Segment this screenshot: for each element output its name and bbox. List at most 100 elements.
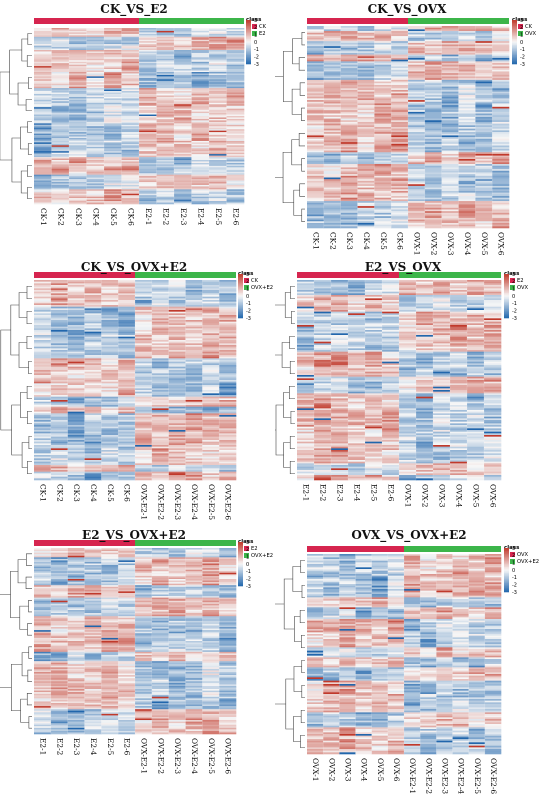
group-bar-segment	[34, 18, 139, 24]
heatmap-cell	[374, 134, 391, 136]
heatmap-cell	[459, 68, 476, 70]
heatmap-cell	[324, 108, 341, 110]
column-label: CK-4	[89, 484, 98, 502]
heatmap-cell	[324, 48, 341, 50]
heatmap-cell	[307, 88, 324, 90]
heatmap-cell	[475, 189, 492, 191]
heatmap-cell	[492, 154, 509, 156]
heatmap-cell	[307, 220, 324, 222]
heatmap-cell	[475, 174, 492, 176]
column-label: CK-2	[56, 208, 65, 226]
heatmap-cell	[475, 33, 492, 35]
heatmap-cell	[324, 33, 341, 35]
dendrogram-branch	[28, 144, 32, 155]
heatmap-cell	[209, 203, 227, 205]
heatmap-cell	[341, 194, 358, 196]
heatmap-cell	[358, 98, 375, 100]
heatmap-cell	[307, 129, 324, 131]
heatmap-cell	[408, 68, 425, 70]
heatmap-cell	[341, 144, 358, 146]
heatmap-cell	[324, 204, 341, 206]
column-label: OVX-4	[463, 232, 472, 256]
heatmap-cell	[459, 73, 476, 75]
heatmap-cell	[374, 119, 391, 121]
heatmap-cell	[459, 154, 476, 156]
heatmap-cell	[459, 189, 476, 191]
heatmap-cell	[34, 203, 52, 205]
heatmap-cell	[341, 83, 358, 85]
column-label: OVX-E2-2	[156, 484, 165, 520]
heatmap-cell	[358, 194, 375, 196]
heatmap-cell	[442, 189, 459, 191]
heatmap-cell	[475, 124, 492, 126]
heatmap-cell	[307, 215, 324, 217]
heatmap-cell	[442, 194, 459, 196]
heatmap-cell	[358, 53, 375, 55]
heatmap-cell	[408, 226, 425, 228]
color-scale-tick: 2	[246, 279, 249, 285]
heatmap-cell	[492, 68, 509, 70]
heatmap-cell	[475, 48, 492, 50]
heatmap-cell	[341, 134, 358, 136]
heatmap-cell	[374, 220, 391, 222]
heatmap-cell	[374, 58, 391, 60]
dendrogram-branch	[27, 386, 32, 399]
group-bar-segment	[408, 18, 509, 24]
heatmap-cell	[442, 114, 459, 116]
heatmap-cell	[307, 209, 324, 211]
heatmap-cell	[492, 129, 509, 131]
heatmap-cell	[492, 159, 509, 161]
heatmap-cell	[492, 98, 509, 100]
dendrogram-branch	[29, 361, 32, 374]
column-label: CK-2	[328, 232, 337, 250]
heatmap-cell	[475, 58, 492, 60]
heatmap-cell	[358, 48, 375, 50]
dendrogram-branch	[20, 127, 28, 149]
color-scale-tick: 0	[254, 40, 257, 46]
heatmap-cell	[307, 124, 324, 126]
column-label: OVX-E2-5	[207, 484, 216, 520]
heatmap-cell	[341, 184, 358, 186]
heatmap-cell	[425, 164, 442, 166]
heatmap-cell	[52, 203, 70, 205]
heatmap-cell	[324, 139, 341, 141]
heatmap-cell	[459, 33, 476, 35]
heatmap-cell	[307, 225, 324, 227]
legend-label: OVX+E2	[251, 285, 273, 291]
heatmap-cell	[408, 43, 425, 45]
heatmap-cell	[324, 134, 341, 136]
heatmap-cell	[374, 53, 391, 55]
heatmap-cell	[408, 98, 425, 100]
heatmap-cell	[492, 33, 509, 35]
heatmap-cell	[391, 154, 408, 156]
heatmap-cell	[307, 103, 324, 105]
heatmap-cell	[324, 226, 341, 228]
heatmap-cell	[425, 98, 442, 100]
heatmap-cell	[492, 124, 509, 126]
heatmap-cell	[492, 134, 509, 136]
heatmap-cell	[358, 78, 375, 80]
heatmap-cell	[442, 226, 459, 228]
heatmap-cell	[101, 478, 118, 480]
heatmap-cell	[475, 53, 492, 55]
dendrogram-branch	[302, 209, 305, 222]
heatmap-cell	[391, 119, 408, 121]
heatmap-cell	[408, 209, 425, 211]
heatmap-cell	[492, 78, 509, 80]
heatmap-cell	[307, 48, 324, 50]
heatmap-cell	[425, 28, 442, 30]
heatmap-cell	[374, 108, 391, 110]
heatmap-cell	[475, 73, 492, 75]
heatmap-cell	[391, 174, 408, 176]
heatmap-cell	[408, 225, 425, 227]
heatmap-cell	[442, 159, 459, 161]
heatmap-cell	[307, 179, 324, 181]
heatmap-cell	[341, 129, 358, 131]
column-label: CK-3	[345, 232, 354, 250]
heatmap-cell	[425, 88, 442, 90]
dendrogram-branch	[294, 190, 302, 215]
color-scale-tick: -1	[246, 301, 251, 307]
column-label: CK-3	[72, 484, 81, 502]
